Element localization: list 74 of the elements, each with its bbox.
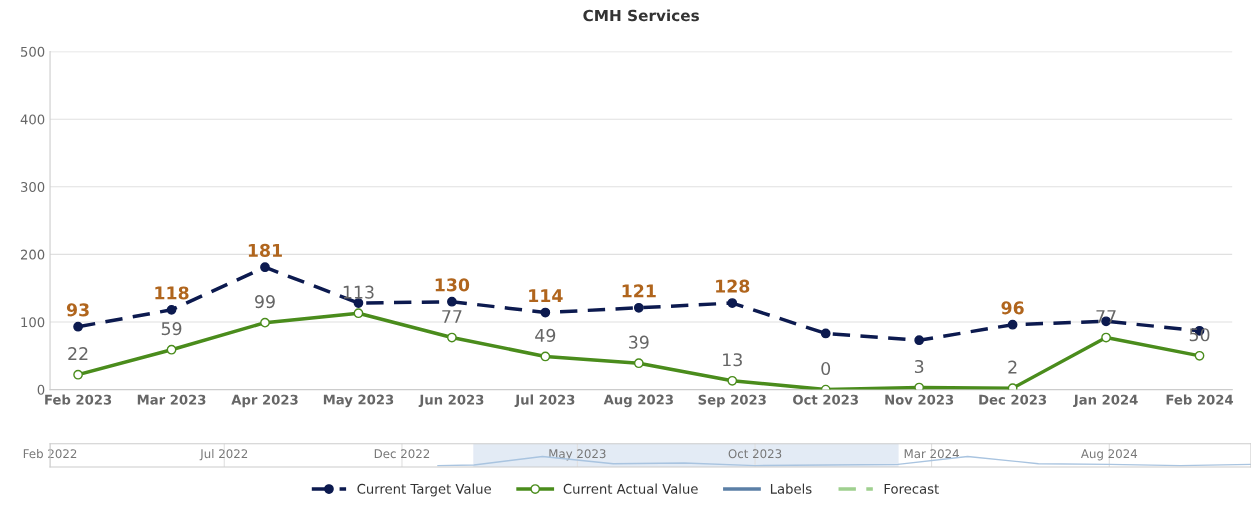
data-label: 49 — [535, 328, 556, 342]
point — [166, 304, 177, 315]
point — [914, 335, 925, 346]
data-label: 114 — [529, 289, 563, 302]
x-tick-label: Mar 2024 — [904, 449, 959, 459]
data-label: 113 — [343, 285, 374, 299]
data-label: 2 — [1008, 360, 1017, 374]
chart-title: CMH Services — [583, 9, 699, 22]
y-tick-label: 500 — [21, 46, 45, 57]
point — [633, 302, 644, 313]
point — [1007, 319, 1018, 330]
x-tick-label: May 2023 — [323, 394, 394, 408]
x-tick-label: Jun 2023 — [418, 394, 484, 408]
x-tick-label: Nov 2023 — [885, 394, 954, 405]
data-label: 121 — [622, 284, 656, 298]
point — [727, 375, 738, 386]
point — [727, 298, 738, 308]
x-tick-label: Dec 2022 — [374, 449, 430, 459]
x-tick-label: Feb 2023 — [45, 394, 112, 405]
x-tick-label: Oct 2023 — [728, 449, 782, 459]
data-label: 39 — [629, 335, 649, 349]
data-label: 77 — [442, 310, 462, 323]
data-label: 0 — [821, 361, 831, 376]
x-tick-label: May 2023 — [549, 449, 606, 461]
data-label: 13 — [723, 353, 742, 367]
x-tick-label: Apr 2023 — [231, 394, 298, 408]
point — [633, 358, 644, 369]
legend-label: Current Target Value — [357, 483, 491, 497]
point — [353, 308, 364, 319]
point — [260, 262, 270, 273]
legend-label: Labels — [770, 483, 812, 494]
x-tick-label: Jul 2023 — [514, 394, 575, 408]
data-label: 181 — [248, 243, 282, 257]
data-label: 50 — [1189, 328, 1210, 342]
data-label: 99 — [255, 295, 275, 309]
point — [1194, 350, 1205, 361]
point — [540, 307, 551, 318]
point — [540, 351, 551, 362]
x-tick-label: Mar 2023 — [137, 394, 206, 405]
point — [447, 296, 457, 307]
data-label: 130 — [435, 278, 470, 292]
x-tick-label: Aug 2024 — [1080, 449, 1138, 461]
data-label: 59 — [161, 322, 182, 336]
x-tick-label: Dec 2023 — [979, 394, 1047, 405]
data-label: 22 — [68, 347, 88, 360]
legend-label: Current Actual Value — [563, 483, 698, 494]
point — [73, 321, 83, 332]
data-label: 77 — [1096, 310, 1116, 323]
point — [914, 382, 925, 390]
data-label: 118 — [155, 286, 189, 300]
point — [166, 344, 177, 355]
point — [820, 328, 831, 339]
legend-label: Forecast — [884, 484, 939, 494]
y-tick-label: 0 — [37, 384, 45, 395]
y-tick-label: 100 — [21, 317, 45, 328]
point — [353, 298, 364, 308]
point — [260, 317, 270, 328]
point — [447, 332, 457, 343]
x-tick-label: Sep 2023 — [698, 394, 766, 408]
y-tick-label: 300 — [21, 182, 45, 192]
x-tick-label: Aug 2023 — [603, 394, 673, 408]
data-label: 96 — [1001, 301, 1024, 315]
x-tick-label: Feb 2022 — [23, 449, 77, 459]
data-label: 128 — [716, 279, 750, 293]
x-tick-label: Feb 2024 — [1166, 394, 1234, 405]
data-label: 93 — [66, 303, 89, 317]
y-tick-label: 200 — [20, 249, 45, 260]
point — [73, 369, 83, 380]
x-tick-label: Jan 2024 — [1073, 394, 1138, 408]
x-tick-label: Jul 2022 — [199, 449, 248, 461]
y-tick-label: 400 — [20, 114, 45, 125]
data-label: 3 — [914, 359, 924, 374]
point — [1101, 332, 1111, 343]
x-tick-label: Oct 2023 — [793, 394, 858, 405]
